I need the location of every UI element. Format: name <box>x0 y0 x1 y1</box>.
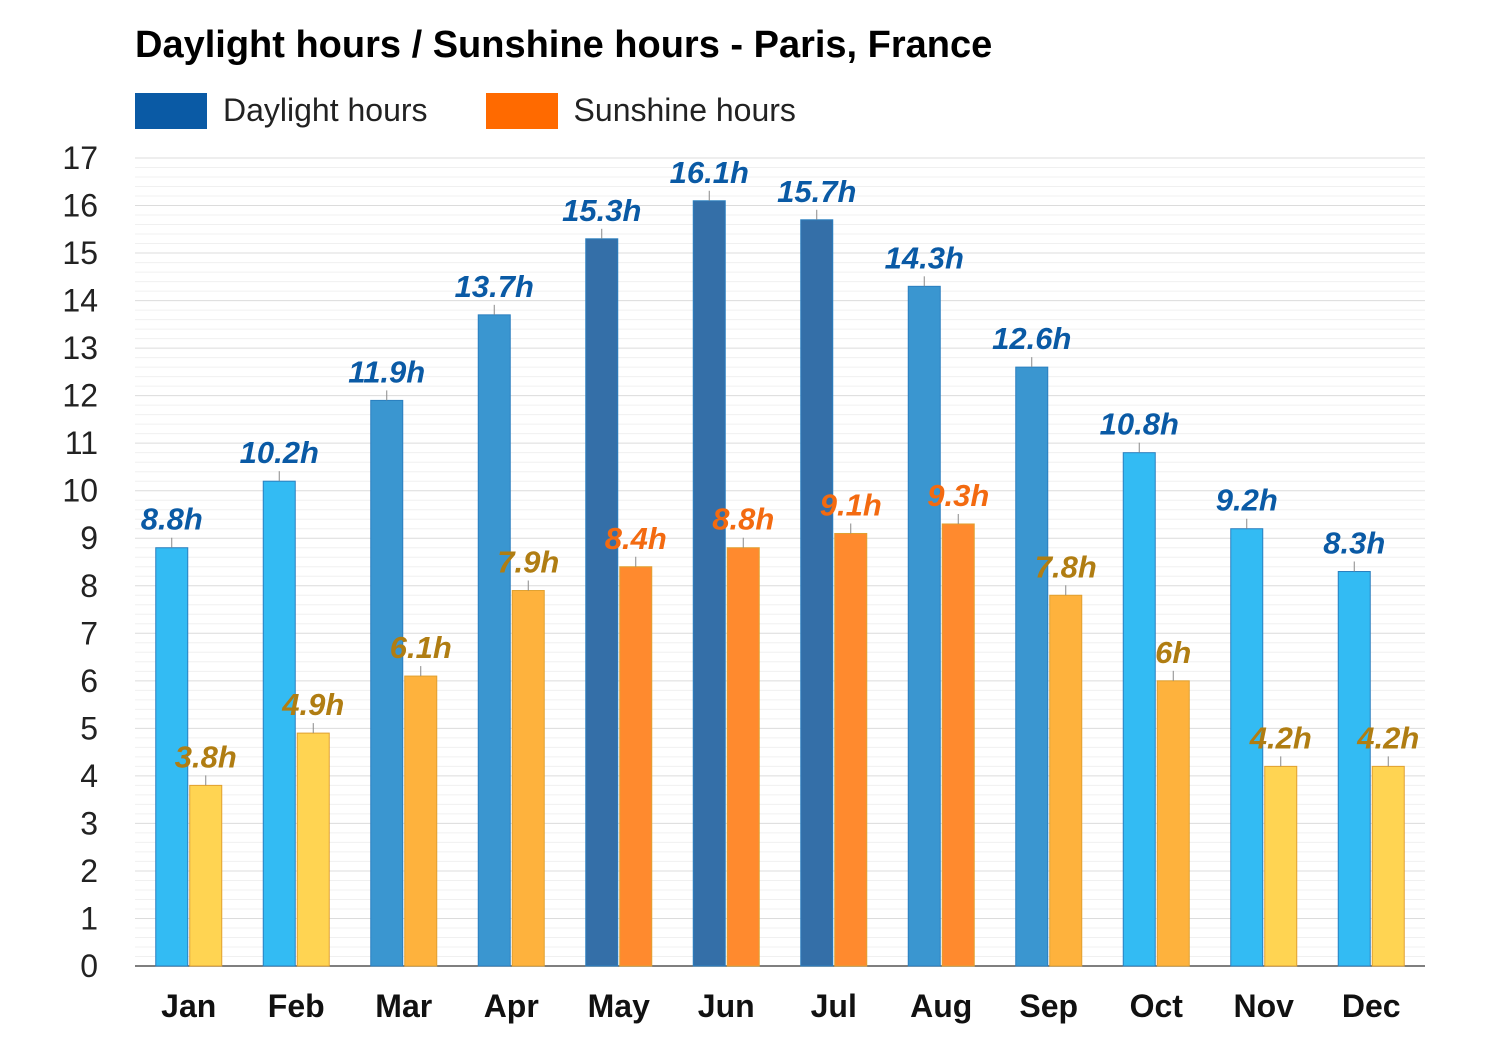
y-tick-label: 12 <box>62 378 98 414</box>
legend-label-daylight: Daylight hours <box>223 92 428 128</box>
x-tick-label: Jul <box>811 988 857 1024</box>
sunshine-bar <box>1371 765 1405 967</box>
sunshine-bar <box>619 566 653 967</box>
sunshine-bar <box>296 732 330 967</box>
legend: Daylight hours Sunshine hours <box>135 92 854 129</box>
sunshine-value-label: 8.8h <box>712 502 774 537</box>
y-tick-label: 10 <box>62 473 98 509</box>
daylight-value-label: 15.3h <box>562 193 641 228</box>
sunshine-value-label: 9.3h <box>927 478 989 513</box>
x-tick-label: Feb <box>268 988 325 1024</box>
daylight-bar <box>262 480 296 967</box>
sunshine-bar <box>726 547 760 967</box>
x-tick-label: Nov <box>1234 988 1295 1024</box>
sunshine-value-label: 6h <box>1155 635 1191 670</box>
y-tick-label: 4 <box>80 758 98 794</box>
sunshine-bar <box>1264 765 1298 967</box>
sunshine-bar <box>834 532 868 967</box>
daylight-bar <box>155 547 189 967</box>
y-tick-label: 2 <box>80 853 98 889</box>
sunshine-value-label: 4.9h <box>281 687 344 722</box>
daylight-value-label: 15.7h <box>777 174 856 209</box>
sunshine-value-label: 3.8h <box>175 739 237 774</box>
sunshine-value-label: 7.8h <box>1035 549 1097 584</box>
x-tick-label: Dec <box>1342 988 1401 1024</box>
x-tick-label: Jan <box>161 988 216 1024</box>
sunshine-bar <box>1049 594 1083 967</box>
y-tick-label: 5 <box>80 710 98 746</box>
y-tick-label: 16 <box>62 188 98 224</box>
sunshine-value-label: 9.1h <box>820 487 882 522</box>
y-tick-label: 0 <box>80 948 98 984</box>
x-tick-label: May <box>588 988 650 1024</box>
daylight-bar <box>585 238 619 967</box>
daylight-bar <box>692 200 726 967</box>
sunshine-bar <box>941 523 975 967</box>
y-tick-label: 14 <box>62 283 98 319</box>
daylight-value-label: 12.6h <box>992 321 1071 356</box>
legend-label-sunshine: Sunshine hours <box>573 92 796 128</box>
y-tick-label: 15 <box>62 235 98 271</box>
daylight-bar <box>1122 452 1156 967</box>
y-tick-label: 11 <box>65 425 98 461</box>
legend-swatch-daylight <box>135 92 207 129</box>
y-tick-label: 3 <box>80 805 98 841</box>
y-tick-label: 13 <box>62 330 98 366</box>
x-tick-label: Sep <box>1019 988 1078 1024</box>
sunshine-value-label: 8.4h <box>605 521 667 556</box>
legend-item-daylight: Daylight hours <box>135 92 428 129</box>
daylight-bar <box>800 219 834 967</box>
sunshine-bar <box>189 784 223 967</box>
daylight-bar <box>1337 571 1371 967</box>
daylight-value-label: 9.2h <box>1216 483 1278 518</box>
y-tick-label: 8 <box>80 568 98 604</box>
y-tick-label: 17 <box>62 140 98 176</box>
daylight-bar <box>907 285 941 967</box>
sunshine-bar <box>511 590 545 967</box>
sunshine-bar <box>1156 680 1190 967</box>
daylight-value-label: 8.3h <box>1323 526 1385 561</box>
daylight-value-label: 10.2h <box>240 435 319 470</box>
daylight-value-label: 11.9h <box>348 354 425 389</box>
daylight-bar <box>477 314 511 967</box>
x-tick-label: Apr <box>484 988 539 1024</box>
daylight-value-label: 13.7h <box>455 269 534 304</box>
daylight-value-label: 10.8h <box>1100 407 1179 442</box>
legend-swatch-sunshine <box>485 92 558 129</box>
x-tick-label: Mar <box>375 988 432 1024</box>
x-tick-label: Aug <box>910 988 972 1024</box>
daylight-value-label: 8.8h <box>141 502 203 537</box>
legend-item-sunshine: Sunshine hours <box>485 92 796 129</box>
x-tick-label: Oct <box>1130 988 1184 1024</box>
y-tick-label: 7 <box>80 615 98 651</box>
daylight-bar <box>370 399 404 967</box>
sunshine-value-label: 7.9h <box>497 545 559 580</box>
sunshine-value-label: 4.2h <box>1356 720 1419 755</box>
chart-title: Daylight hours / Sunshine hours - Paris,… <box>135 24 993 66</box>
y-tick-label: 9 <box>80 520 98 556</box>
daylight-bar <box>1015 366 1049 967</box>
x-tick-label: Jun <box>698 988 755 1024</box>
y-tick-label: 6 <box>80 663 98 699</box>
y-tick-label: 1 <box>80 900 98 936</box>
daylight-value-label: 14.3h <box>885 240 964 275</box>
sunshine-value-label: 4.2h <box>1249 720 1312 755</box>
daylight-value-label: 16.1h <box>670 155 749 190</box>
sunshine-value-label: 6.1h <box>390 630 452 665</box>
sunshine-bar <box>404 675 438 967</box>
